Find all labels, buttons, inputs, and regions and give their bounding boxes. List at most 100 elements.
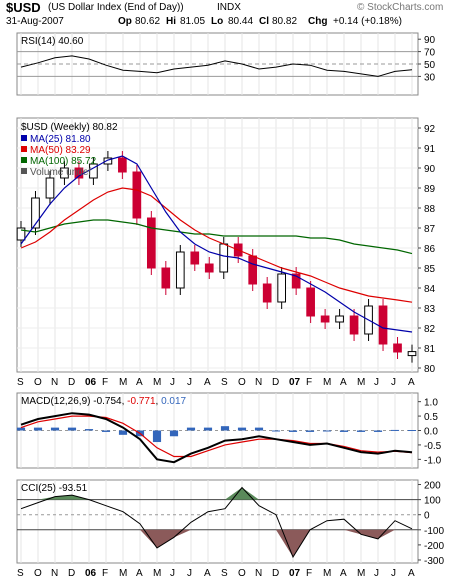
price-ytick-label: 86	[424, 244, 436, 255]
rsi-ytick-label: 70	[424, 48, 436, 59]
cci-oversold-fill	[157, 529, 174, 548]
price-candle-body	[335, 315, 344, 323]
rsi-ytick-label: 90	[424, 35, 436, 46]
macd-label-part: ,	[156, 396, 162, 407]
chart-exchange: INDX	[217, 2, 241, 13]
price-candle-body	[277, 273, 287, 303]
chart-symbol: $USD	[6, 0, 41, 15]
macd-label: MACD(12,26,9) -0.754, -0.771, 0.017	[21, 396, 187, 407]
cci-month-label: J	[170, 568, 175, 579]
legend-entry: MA(50) 83.29	[30, 145, 91, 156]
cci-overbought-fill	[242, 487, 259, 500]
price-candle-body	[60, 167, 69, 179]
price-candle-body	[146, 217, 156, 269]
cci-ytick-label: 0	[424, 511, 430, 522]
cci-month-label: S	[17, 568, 24, 579]
low-value: 80.44	[228, 16, 254, 27]
price-candle-body	[320, 315, 330, 323]
price-ytick-label: 81	[424, 344, 436, 355]
price-candle-body	[132, 171, 142, 219]
copyright-text[interactable]: © StockCharts.com	[357, 2, 444, 13]
macd-histogram-bar	[390, 429, 400, 431]
price-ytick-label: 87	[424, 224, 436, 235]
cci-month-label: O	[34, 568, 42, 579]
cci-month-label: M	[357, 568, 365, 579]
price-month-label: D	[272, 377, 279, 388]
cci-month-label: 07	[289, 568, 301, 579]
cci-month-label: J	[187, 568, 192, 579]
price-candle-body	[118, 157, 127, 173]
price-ytick-label: 90	[424, 164, 436, 175]
price-month-label: S	[221, 377, 228, 388]
low-label: Lo	[211, 16, 224, 27]
price-candle-body	[74, 167, 84, 179]
price-ytick-label: 91	[424, 144, 436, 155]
macd-ytick-label: 1.0	[424, 398, 438, 409]
cci-oversold-fill	[276, 529, 293, 557]
cci-month-label: A	[136, 568, 143, 579]
close-value: 80.82	[272, 16, 298, 27]
macd-histogram-bar	[356, 430, 366, 432]
cci-oversold-fill	[361, 529, 378, 539]
legend-entry: Volume undef	[30, 167, 91, 178]
macd-histogram-bar	[322, 430, 332, 432]
price-ytick-label: 80	[424, 364, 436, 375]
price-month-label: A	[340, 377, 347, 388]
change-value: +0.14 (+0.18%)	[333, 16, 402, 27]
macd-label-part: 0.017	[161, 396, 186, 407]
price-month-label: J	[374, 377, 379, 388]
price-month-label: 07	[289, 377, 301, 388]
price-candle-body	[31, 197, 40, 229]
cci-month-label: M	[323, 568, 331, 579]
ma100-line	[20, 219, 413, 255]
cci-month-label: A	[204, 568, 211, 579]
price-candle-body	[407, 351, 417, 357]
cci-month-label: J	[374, 568, 379, 579]
ma50-line	[20, 187, 413, 303]
macd-histogram-bar	[237, 427, 247, 431]
price-month-label: N	[51, 377, 58, 388]
macd-histogram-bar	[101, 430, 111, 432]
price-ytick-label: 82	[424, 324, 436, 335]
macd-histogram-bar	[16, 427, 26, 431]
price-month-label: D	[68, 377, 75, 388]
cci-overbought-fill	[225, 487, 242, 500]
cci-panel	[16, 479, 419, 564]
rsi-label: RSI(14) 40.60	[21, 36, 84, 47]
price-ytick-label: 92	[424, 124, 436, 135]
price-month-label: S	[17, 377, 24, 388]
high-label: Hi	[166, 16, 176, 27]
macd-histogram-bar	[67, 427, 77, 431]
legend-swatch	[21, 146, 27, 152]
cci-month-label: A	[408, 568, 415, 579]
macd-histogram-bar	[169, 430, 179, 437]
open-label: Op	[118, 16, 132, 27]
price-month-label: J	[187, 377, 192, 388]
macd-histogram-bar	[288, 430, 298, 432]
cci-month-label: F	[102, 568, 108, 579]
price-candle-body	[161, 267, 171, 289]
price-month-label: N	[255, 377, 262, 388]
price-candle-body	[16, 227, 26, 241]
cci-month-label: S	[221, 568, 228, 579]
cci-oversold-fill	[378, 529, 395, 539]
cci-ytick-label: 100	[424, 496, 441, 507]
price-month-label: M	[323, 377, 331, 388]
price-ytick-label: 83	[424, 304, 436, 315]
cci-ytick-label: -200	[424, 541, 444, 552]
macd-histogram-bar	[339, 430, 349, 432]
price-month-label: A	[136, 377, 143, 388]
cci-month-label: O	[238, 568, 246, 579]
legend-swatch	[21, 157, 27, 163]
high-value: 81.05	[180, 16, 206, 27]
price-ytick-label: 89	[424, 184, 436, 195]
price-candle-body	[175, 251, 185, 289]
cci-oversold-fill	[174, 529, 191, 538]
macd-ytick-label: 0.0	[424, 427, 438, 438]
cci-ytick-label: -300	[424, 556, 444, 567]
legend-swatch	[21, 168, 27, 174]
rsi-ytick-label: 30	[424, 72, 436, 83]
cci-month-label: M	[119, 568, 127, 579]
price-month-label: A	[204, 377, 211, 388]
